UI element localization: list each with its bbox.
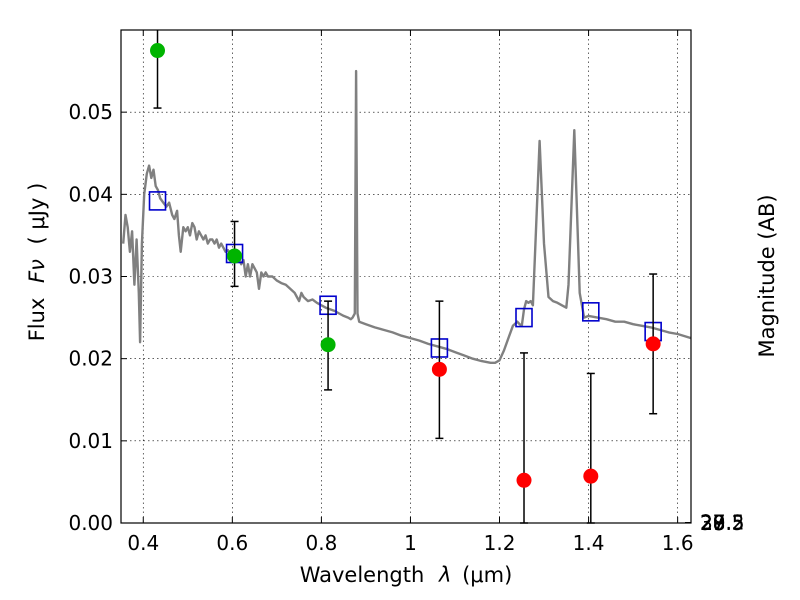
x-tick-label: 1.6 — [662, 531, 694, 555]
photometry-point — [150, 43, 166, 59]
x-axis-label-main: Wavelength — [300, 563, 425, 587]
y2-axis-label: Magnitude (AB) — [755, 194, 779, 357]
model-spectrum-line — [122, 69, 691, 364]
y-tick-label: 0.04 — [68, 182, 113, 206]
y2-tick-label: 27.2 — [700, 511, 745, 535]
x-axis-label: Wavelength λ (μm) — [300, 563, 513, 587]
x-axis-label-symbol: λ — [438, 563, 451, 587]
y2-tick-label: 28 — [700, 511, 725, 535]
x-axis-label-unit: (μm) — [462, 563, 512, 587]
y-tick-label: 0.02 — [68, 347, 113, 371]
x-tick-label: 0.6 — [216, 531, 248, 555]
model-band-square — [515, 307, 533, 328]
photometry-point — [645, 336, 661, 352]
y-axis-label: Flux Fν ( μJy ) — [25, 183, 49, 342]
photometry-point — [320, 337, 336, 353]
data-layer — [122, 69, 691, 364]
y-tick-label: 0.05 — [68, 100, 113, 124]
y2-tick-label: 28.5 — [700, 511, 745, 535]
y-tick-label: 0.03 — [68, 265, 113, 289]
x-tick-label: 0.4 — [127, 531, 159, 555]
y-axis-label-symbol: Fν — [25, 259, 49, 283]
model-band-square — [148, 191, 167, 211]
photometry-point — [516, 472, 532, 488]
x-tick-label: 1.4 — [573, 531, 605, 555]
x-tick-label: 1.2 — [484, 531, 516, 555]
error-bars — [148, 30, 662, 524]
photometry-point — [431, 361, 447, 377]
ticks: 0.4 0.6 0.8 1 1.2 1.4 1.6 0.00 0.01 0.02 0.03 0.04 0… — [68, 30, 745, 555]
model-band-square — [582, 302, 600, 322]
photometry-point — [227, 248, 243, 264]
y-axis-label-main: Flux — [25, 298, 49, 342]
y2-tick-label: 27 — [700, 511, 725, 535]
x-tick-label: 1 — [404, 531, 417, 555]
y-axis-label-unit: ( μJy ) — [25, 183, 49, 245]
photometry-point — [583, 468, 599, 484]
grid — [121, 30, 691, 523]
y2-tick-label: 30 — [700, 511, 725, 535]
x-tick-label: 0.8 — [305, 531, 337, 555]
y2-tick-label: 27.5 — [700, 511, 745, 535]
y-tick-label: 0.01 — [68, 429, 113, 453]
y2-tick-label: 29 — [700, 511, 725, 535]
y-tick-label: 0.00 — [68, 511, 113, 535]
